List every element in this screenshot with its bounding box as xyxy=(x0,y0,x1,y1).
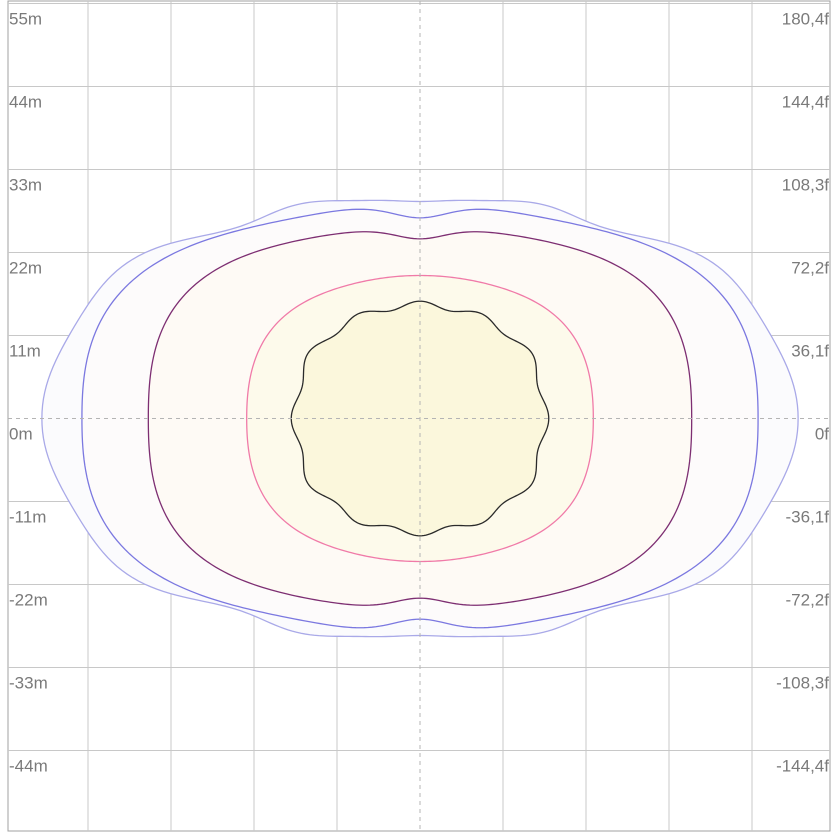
left-tick-label: 22m xyxy=(9,259,42,278)
left-tick-label: -22m xyxy=(9,591,48,610)
left-tick-label: 11m xyxy=(9,342,41,361)
left-tick-label: 0m xyxy=(9,425,33,444)
right-tick-label: -36,1f xyxy=(786,508,830,527)
tick-label-layer: 55m 44m 33m 22m 11m 0m -11m -22m -33m -44m 180,4f 1… xyxy=(9,10,829,776)
left-tick-label: -11m xyxy=(9,508,46,527)
right-tick-label: 180,4f xyxy=(782,10,830,29)
left-tick-label: 55m xyxy=(9,10,42,29)
right-tick-label: -108,3f xyxy=(776,674,829,693)
right-tick-label: -144,4f xyxy=(776,757,829,776)
right-tick-label: 0f xyxy=(815,425,829,444)
right-tick-label: 72,2f xyxy=(791,259,829,278)
left-tick-label: -33m xyxy=(9,674,48,693)
right-tick-label: -72,2f xyxy=(786,591,830,610)
left-tick-label: 33m xyxy=(9,176,42,195)
right-tick-label: 108,3f xyxy=(782,176,830,195)
right-tick-label: 144,4f xyxy=(782,93,830,112)
axis-layer xyxy=(8,1,830,831)
left-tick-label: 44m xyxy=(9,93,42,112)
right-tick-label: 36,1f xyxy=(791,342,829,361)
left-tick-label: -44m xyxy=(9,757,48,776)
